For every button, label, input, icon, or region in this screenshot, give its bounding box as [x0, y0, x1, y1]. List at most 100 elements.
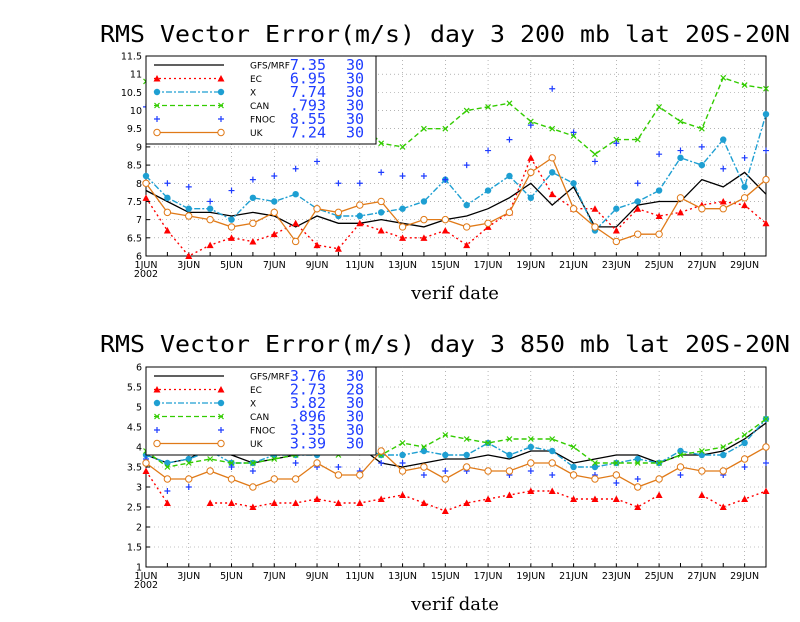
legend-count: 30 [346, 394, 364, 412]
data-point [228, 460, 235, 466]
data-point [227, 223, 236, 231]
data-point [463, 107, 470, 114]
data-point [399, 143, 406, 150]
data-point [527, 443, 535, 451]
legend-item: GFS/MRF 7.35 30 [154, 56, 364, 74]
y-tick-label: 2.5 [127, 503, 142, 514]
data-point [741, 439, 748, 447]
data-point [570, 495, 578, 502]
data-point [506, 436, 513, 442]
data-point [570, 129, 577, 136]
data-point [505, 491, 513, 498]
data-point [334, 471, 343, 479]
series-line [145, 171, 767, 228]
data-point [185, 205, 192, 212]
data-point [314, 158, 321, 165]
data-point [527, 436, 534, 442]
data-point [142, 172, 150, 180]
data-point [335, 464, 342, 470]
data-point [249, 460, 256, 466]
data-point [698, 125, 705, 132]
data-point [420, 499, 428, 506]
data-point [206, 205, 214, 212]
data-point [569, 471, 578, 479]
legend-marker [153, 128, 161, 137]
data-point [591, 495, 599, 502]
chart-title: RMS Vector Error(m/s) day 3 200 mb lat 2… [100, 22, 790, 48]
x-tick-label: 5JUN [220, 571, 243, 582]
data-point [313, 495, 321, 502]
legend-marker [217, 128, 225, 137]
data-point [506, 136, 513, 143]
x-tick-label: 25JUN [645, 571, 674, 582]
data-point [612, 495, 620, 502]
y-tick-label: 9.5 [127, 124, 142, 135]
data-point [463, 451, 470, 459]
legend-marker [217, 75, 225, 82]
data-point [719, 197, 727, 205]
data-point [506, 451, 513, 459]
data-point [292, 219, 300, 227]
data-point [676, 194, 685, 202]
data-point [741, 432, 748, 438]
x-tick-label: 7JUN [263, 571, 286, 582]
data-point [334, 499, 342, 506]
legend-count: 30 [346, 70, 364, 88]
data-point [549, 85, 556, 92]
data-point [548, 190, 556, 198]
data-point [228, 187, 235, 194]
data-point [270, 230, 278, 238]
legend-item: EC 6.95 30 [153, 70, 364, 88]
data-point [656, 460, 663, 466]
chart-850mb: RMS Vector Error(m/s) day 3 850 mb lat 2… [100, 332, 790, 615]
legend-mean: 6.95 [290, 70, 326, 88]
data-point [548, 459, 556, 467]
data-point [420, 215, 428, 224]
data-point [634, 483, 642, 491]
data-point [634, 460, 641, 466]
series-uk [142, 443, 770, 491]
data-point [634, 503, 642, 510]
x-axis-label: verif date [410, 283, 499, 304]
data-point [763, 460, 769, 466]
data-point [592, 460, 598, 466]
legend-count: 30 [346, 56, 364, 74]
legend-item: GFS/MRF 3.76 30 [154, 367, 364, 385]
data-point [420, 173, 427, 179]
data-point [656, 151, 663, 158]
data-point [335, 180, 342, 187]
x-tick-label: 29JUN [730, 571, 759, 582]
x-tick-label: 17JUN [474, 260, 503, 271]
data-point [163, 499, 171, 506]
data-point [463, 499, 471, 506]
x-tick-label: 3JUN [177, 571, 200, 582]
data-point [655, 187, 663, 194]
y-tick-label: 11 [130, 70, 142, 81]
data-point [420, 198, 428, 205]
data-point [313, 205, 321, 213]
data-point [442, 432, 449, 438]
data-point [142, 194, 150, 201]
data-point [185, 212, 193, 220]
data-point [613, 136, 620, 143]
data-point [720, 165, 727, 172]
legend-item: CAN .793 30 [154, 97, 364, 115]
data-point [398, 223, 407, 231]
data-point [420, 472, 427, 478]
y-tick-label: 10.5 [121, 88, 142, 99]
data-point [442, 451, 449, 459]
legend-count: 30 [346, 435, 364, 453]
data-point [163, 475, 172, 483]
data-point [441, 507, 449, 514]
data-point [356, 499, 364, 506]
y-tick-label: 8 [136, 179, 142, 190]
series-line [145, 418, 767, 468]
data-point [720, 451, 727, 459]
y-tick-label: 6 [136, 363, 142, 374]
data-point [527, 468, 534, 474]
data-point [399, 234, 407, 241]
data-point [762, 443, 770, 451]
x-tick-label: 15JUN [431, 571, 460, 582]
data-point [634, 198, 641, 205]
x-tick-label: 15JUN [431, 260, 460, 271]
